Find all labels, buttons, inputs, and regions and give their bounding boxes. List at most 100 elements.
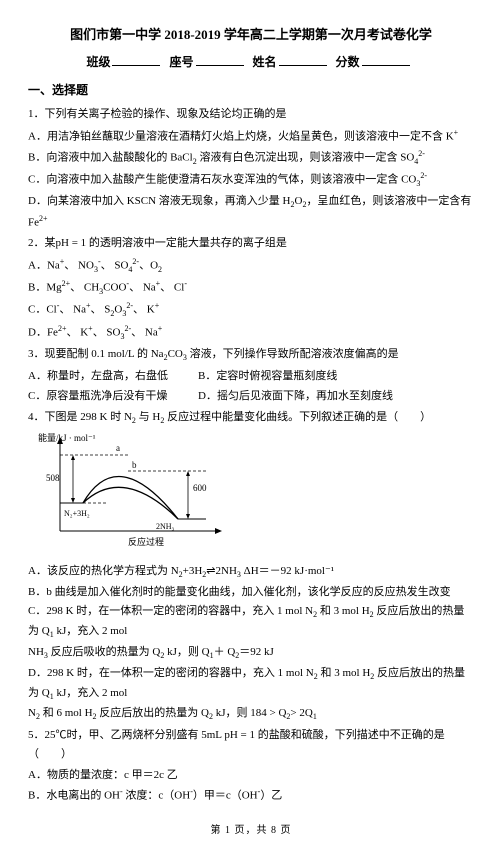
q2-C-s3: 2- [126, 301, 133, 310]
q3-optD: D．摇匀后见液面下降，再加水至刻度线 [198, 390, 393, 402]
q1-optC: C．向溶液中加入盐酸产生能使澄清石灰水变浑浊的气体，则该溶液中一定含 CO32- [28, 169, 474, 190]
q2-B-m3: 、 Na [129, 282, 156, 294]
peak-508: 508 [46, 473, 60, 483]
q3-optC: C．原容量瓶洗净后没有干燥 [28, 387, 198, 406]
class-label: 班级 [86, 55, 110, 69]
student-fields: 班级 座号 姓名 分数 [28, 52, 474, 72]
q4D2-1: N [28, 707, 36, 719]
q3-optC-row: C．原容量瓶洗净后没有干燥D．摇匀后见液面下降，再加水至刻度线 [28, 387, 474, 406]
q2-A-m2: 、 SO [101, 259, 129, 271]
q4D2-7: kJ，则 184 > Q [213, 707, 286, 719]
q2-C-m2: 、 S [91, 304, 111, 316]
q4-stem: 4．下图是 298 K 时 N2 与 H2 反应过程中能量变化曲线。下列叙述正确… [28, 408, 474, 428]
q1-C-sub: 3 [416, 179, 420, 188]
q5B-5: ）甲＝c（OH [193, 790, 258, 802]
q1-B-pre: B．向溶液中加入盐酸酸化的 BaCl [28, 152, 193, 164]
q2-C-s4: + [155, 301, 160, 310]
q5B-1: B．水电离出的 OH [28, 790, 120, 802]
q4D2-10: 1 [313, 713, 317, 722]
peak-600: 600 [193, 483, 207, 493]
score-blank [362, 53, 410, 66]
q2-B-s1: 2+ [62, 279, 71, 288]
q2-optC: C．Cl-、 Na+、 S2O32-、 K+ [28, 299, 474, 320]
seat-blank [196, 53, 244, 66]
q4A-3: +3H [183, 565, 203, 577]
exam-page: 图们市第一中学 2018-2019 学年高二上学期第一次月考试卷化学 班级 座号… [0, 0, 502, 859]
q4-s5: 反应过程中能量变化曲线。下列叙述正确的是（ ） [164, 411, 431, 423]
q4D-7: kJ，充入 2 mol [54, 687, 128, 699]
q2-A-m3: 、O [139, 259, 158, 271]
q4D-1: D．298 K 时，在一体积一定的密闭的容器中，充入 1 mol N [28, 667, 314, 679]
q4C2-9: ＝92 kJ [239, 646, 274, 658]
score-label: 分数 [336, 55, 360, 69]
q4C-3: 和 3 mol H [317, 605, 370, 617]
right-species: 2NH₃ [156, 522, 175, 531]
q1-C-sup: 2- [420, 171, 427, 180]
q1-D-sup: 2+ [39, 214, 48, 223]
q2-C-m1: 、 Na [59, 304, 86, 316]
q4A-7: ΔH＝－92 kJ·mol⁻¹ [241, 565, 334, 577]
q3-optA: A．称量时，左盘高，右盘低 [28, 367, 198, 386]
q3-stem: 3．现要配制 0.1 mol/L 的 Na2CO3 溶液，下列操作导致所配溶液浓… [28, 345, 474, 365]
q2-C-m4: 、 K [133, 304, 155, 316]
q4-s1: 4．下图是 298 K 时 N [28, 411, 132, 423]
q1-optD: D．向某溶液中加入 KSCN 溶液无现象，再滴入少量 H2O2，呈血红色，则该溶… [28, 192, 474, 232]
q1-B-sup2: 2- [418, 149, 425, 158]
q2-optD: D．Fe2+、 K+、 SO32-、 Na+ [28, 322, 474, 343]
section-heading: 一、选择题 [28, 80, 474, 100]
q2-A-m1: 、 NO [64, 259, 94, 271]
q2-D-b1: 3 [121, 332, 125, 341]
q5-stem: 5．25℃时，甲、乙两烧杯分别盛有 5mL pH = 1 的盐酸和硫酸，下列描述… [28, 726, 474, 763]
q4D2-5: 反应后放出的热量为 Q [97, 707, 209, 719]
q4C2-7: ＋ Q [214, 646, 236, 658]
name-blank [279, 53, 327, 66]
q2-A-b3: 2 [158, 264, 162, 273]
class-blank [112, 53, 160, 66]
q2-optB: B．Mg2+、 CH3COO-、 Na+、 Cl- [28, 277, 474, 298]
q2-optA: A．Na+、 NO3-、 SO42-、O2 [28, 255, 474, 276]
q2-D-m3: 、 Na [131, 327, 158, 339]
q2-C-p: C．Cl [28, 304, 57, 316]
q5B-3: 浓度：c（OH [123, 790, 191, 802]
energy-chart: 能量/kJ · mol⁻¹ 反应过程 508 [38, 431, 474, 558]
q2-D-s4: + [158, 324, 163, 333]
y-axis-label: 能量/kJ · mol⁻¹ [38, 432, 96, 443]
q4C2-3: 反应后吸收的热量为 Q [48, 646, 160, 658]
q4D2-9: > 2Q [290, 707, 312, 719]
q1-stem: 1．下列有关离子检验的操作、现象及结论均正确的是 [28, 105, 474, 124]
page-footer: 第 1 页，共 8 页 [28, 822, 474, 839]
q4-optA: A．该反应的热化学方程式为 N2+3H2⇌2NH3 ΔH＝－92 kJ·mol⁻… [28, 562, 474, 582]
q1-A-sup: + [454, 128, 459, 137]
q2-B-p: B．Mg [28, 282, 62, 294]
q2-B-m1: 、 CH [70, 282, 99, 294]
q1-B-tail: 溶液有白色沉淀出现，则该溶液中一定含 SO [197, 152, 415, 164]
q1-A-text: A．用洁净铂丝蘸取少量溶液在酒精灯火焰上灼烧，火焰呈黄色，则该溶液中一定不含 K [28, 130, 454, 142]
left-species: N₂+3H₂ [64, 509, 90, 518]
q1-C-pre: C．向溶液中加入盐酸产生能使澄清石灰水变浑浊的气体，则该溶液中一定含 CO [28, 174, 416, 186]
q4C2-1: NH [28, 646, 44, 658]
q4-optB: B．b 曲线是加入催化剂时的能量变化曲线，加入催化剂，该化学反应的反应热发生改变 [28, 583, 474, 602]
x-axis-label: 反应过程 [128, 536, 164, 547]
q3-optA-row: A．称量时，左盘高，右盘低B．定容时俯视容量瓶刻度线 [28, 367, 474, 386]
q4D2-3: 和 6 mol H [40, 707, 93, 719]
q3-optB: B．定容时俯视容量瓶刻度线 [198, 370, 337, 382]
page-title: 图们市第一中学 2018-2019 学年高二上学期第一次月考试卷化学 [28, 24, 474, 46]
chart-svg: 能量/kJ · mol⁻¹ 反应过程 508 [38, 431, 228, 551]
q2-D-m2: 、 SO [93, 327, 121, 339]
q1-B-sub2: 4 [414, 157, 418, 166]
q4-optC: C．298 K 时，在一体积一定的密闭的容器中，充入 1 mol N2 和 3 … [28, 602, 474, 642]
q3-s1: 3．现要配制 0.1 mol/L 的 Na [28, 348, 164, 360]
q4D-3: 和 3 mol H [318, 667, 371, 679]
q3-s3: CO [168, 348, 183, 360]
q4C2-5: kJ，则 Q [164, 646, 209, 658]
q2-C-b2: 3 [122, 309, 126, 318]
q4A-5: ⇌2NH [206, 565, 237, 577]
q1-D-pre: D．向某溶液中加入 KSCN 溶液无现象，再滴入少量 H [28, 195, 290, 207]
q2-D-p: D．Fe [28, 327, 58, 339]
q4C-7: kJ，充入 2 mol [54, 625, 128, 637]
q4-optD: D．298 K 时，在一体积一定的密闭的容器中，充入 1 mol N2 和 3 … [28, 664, 474, 704]
q1-optB: B．向溶液中加入盐酸酸化的 BaCl2 溶液有白色沉淀出现，则该溶液中一定含 S… [28, 147, 474, 168]
q5B-7: ）乙 [260, 790, 282, 802]
curve-a-label: a [116, 443, 120, 453]
q2-B-m2: COO [103, 282, 126, 294]
